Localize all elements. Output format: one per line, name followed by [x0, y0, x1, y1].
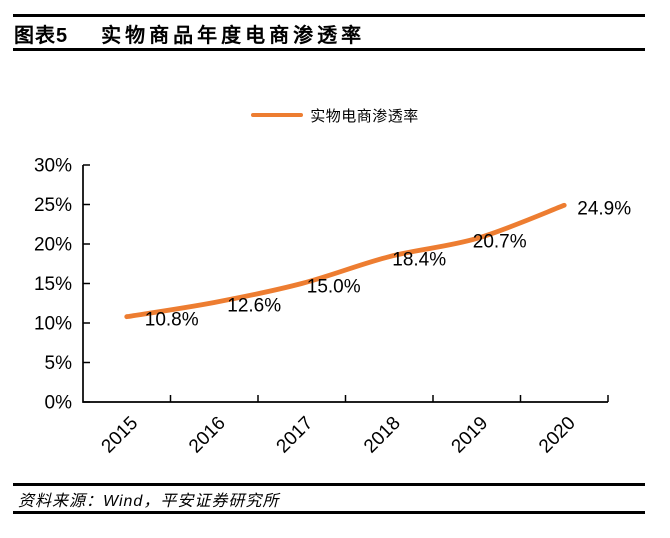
series-line	[124, 202, 567, 320]
y-axis-label: 20%	[34, 235, 72, 256]
x-axis-label: 2017	[273, 413, 318, 458]
x-axis-label: 2015	[98, 413, 143, 458]
y-axis-label: 15%	[34, 274, 72, 295]
data-label: 18.4%	[392, 250, 446, 271]
y-axis-label: 0%	[45, 393, 73, 414]
data-label: 24.9%	[577, 198, 631, 219]
figure-header: 图表5 实物商品年度电商渗透率	[14, 19, 654, 48]
header-top-rule	[13, 14, 645, 17]
legend-line-swatch	[251, 112, 304, 118]
chart-legend: 实物电商渗透率	[0, 104, 670, 126]
data-label: 12.6%	[227, 295, 281, 316]
x-axis-label: 2018	[360, 413, 405, 458]
data-label: 15.0%	[307, 277, 361, 298]
legend-series-label: 实物电商渗透率	[310, 107, 419, 125]
header-bottom-rule	[13, 48, 645, 51]
figure-number-label: 图表5	[14, 25, 69, 47]
data-label: 10.8%	[145, 310, 199, 331]
y-axis-label: 30%	[34, 156, 72, 177]
source-note: 资料来源：Wind，平安证券研究所	[18, 493, 280, 510]
footer-top-rule	[13, 483, 645, 486]
y-axis-label: 10%	[34, 314, 72, 335]
data-label: 20.7%	[473, 231, 527, 252]
x-axis-label: 2016	[185, 413, 230, 458]
x-axis-label: 2019	[448, 413, 493, 458]
figure-title: 实物商品年度电商渗透率	[101, 25, 366, 47]
y-axis-label: 25%	[34, 195, 72, 216]
footer-bottom-rule	[13, 511, 645, 514]
x-axis-label: 2020	[535, 413, 580, 458]
y-axis-label: 5%	[45, 353, 73, 374]
